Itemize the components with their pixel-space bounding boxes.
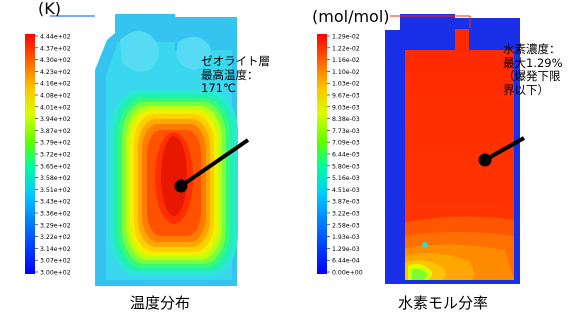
temperature-legend-ticks: 4.44e+02 4.37e+02 4.30e+02 4.23e+02 4.16e+02… <box>35 34 71 277</box>
temperature-legend-tick-label: 3.43e+02 <box>40 199 71 206</box>
temperature-legend-tick-label: 4.23e+02 <box>40 69 71 76</box>
hydrogen-annotation-line: 水素濃度： <box>503 42 561 56</box>
hydrogen-panel: 1.29e-02 1.22e-02 1.16e-02 1.10e-02 1.03e-02… <box>317 14 525 284</box>
hydrogen-caption: 水素モル分率 <box>398 294 489 312</box>
temperature-unit-label: (K) <box>38 0 61 18</box>
hydrogen-legend-tick-label: 9.67e-03 <box>332 93 360 100</box>
temperature-panel: 4.44e+02 4.37e+02 4.30e+02 4.23e+02 4.16e+02… <box>25 14 250 286</box>
hydrogen-legend-tick-label: 6.44e-03 <box>332 152 360 159</box>
hydrogen-legend-bar <box>317 34 327 274</box>
temperature-legend-tick-label: 3.72e+02 <box>40 152 71 159</box>
hydrogen-legend-tick-label: 3.22e-03 <box>332 211 360 218</box>
temperature-legend-tick-label: 3.87e+02 <box>40 128 71 135</box>
temperature-legend-tick-label: 4.30e+02 <box>40 57 71 64</box>
hydrogen-legend-tick-label: 4.51e-03 <box>332 187 360 194</box>
temperature-annotation-line: 最高温度： <box>201 67 259 82</box>
hydrogen-legend-tick-label: 1.29e-02 <box>332 34 360 41</box>
hydrogen-annotation-arrow <box>484 136 525 162</box>
hydrogen-legend-tick-label: 0.00e+00 <box>332 270 363 277</box>
hydrogen-legend-tick-label: 9.03e-03 <box>332 104 360 111</box>
temperature-caption: 温度分布 <box>130 294 191 312</box>
temperature-legend-tick-label: 3.07e+02 <box>40 258 71 265</box>
temperature-legend-tick-label: 3.36e+02 <box>40 211 71 218</box>
temperature-legend-bar <box>25 34 35 274</box>
temperature-legend-tick-label: 3.79e+02 <box>40 140 71 147</box>
hydrogen-legend-tick-label: 1.03e-02 <box>332 81 360 88</box>
hydrogen-contour-field <box>385 14 520 284</box>
temperature-legend-tick-label: 4.44e+02 <box>40 34 71 41</box>
hydrogen-annotation-line: 最大1.29% <box>503 55 563 70</box>
temperature-annotation-dot <box>174 179 188 193</box>
temperature-annotation-arrow <box>179 138 250 188</box>
hydrogen-legend-tick-label: 5.80e-03 <box>332 163 360 170</box>
hydrogen-legend-tick-label: 5.16e-03 <box>332 175 360 182</box>
hydrogen-legend-tick-label: 1.29e-03 <box>332 246 360 253</box>
hydrogen-legend-ticks: 1.29e-02 1.22e-02 1.16e-02 1.10e-02 1.03e-02… <box>327 34 363 277</box>
temperature-legend-tick-label: 3.00e+02 <box>40 270 71 277</box>
temperature-legend-tick-label: 3.14e+02 <box>40 246 71 253</box>
temperature-legend-tick-label: 3.65e+02 <box>40 163 71 170</box>
temperature-legend-tick-label: 4.08e+02 <box>40 93 71 100</box>
temperature-annotation: ゼオライト層 最高温度： 171℃ <box>201 54 270 96</box>
temperature-legend-tick-label: 4.16e+02 <box>40 81 71 88</box>
temperature-annotation-line: ゼオライト層 <box>201 54 270 68</box>
temperature-legend-tick-label: 4.01e+02 <box>40 104 71 111</box>
temperature-annotation-line: 171℃ <box>201 81 236 95</box>
temperature-legend-tick-label: 3.51e+02 <box>40 187 71 194</box>
hydrogen-legend-tick-label: 7.73e-03 <box>332 128 360 135</box>
hydrogen-annotation-line: 界以下） <box>503 82 549 97</box>
temperature-legend-tick-label: 3.22e+02 <box>40 234 71 241</box>
hydrogen-legend-tick-label: 1.93e-03 <box>332 234 360 241</box>
hydrogen-legend-tick-label: 1.22e-02 <box>332 45 360 52</box>
temperature-legend-tick-label: 3.29e+02 <box>40 222 71 229</box>
hydrogen-legend-tick-label: 1.16e-02 <box>332 57 360 64</box>
hydrogen-legend-tick-label: 2.58e-03 <box>332 222 360 229</box>
hydrogen-legend-tick-label: 8.38e-03 <box>332 116 360 123</box>
temperature-contour-field <box>95 14 238 286</box>
hydrogen-annotation: 水素濃度： 最大1.29% （爆発下限 界以下） <box>503 42 563 97</box>
hydrogen-legend-tick-label: 6.44e-04 <box>332 258 360 265</box>
hydrogen-legend-tick-label: 7.09e-03 <box>332 140 360 147</box>
hydrogen-annotation-dot <box>478 153 492 167</box>
temperature-legend-tick-label: 3.94e+02 <box>40 116 71 123</box>
temperature-legend-tick-label: 3.58e+02 <box>40 175 71 182</box>
hydrogen-legend-tick-label: 1.10e-02 <box>332 69 360 76</box>
temperature-legend-tick-label: 4.37e+02 <box>40 45 71 52</box>
hydrogen-legend-tick-label: 3.87e-03 <box>332 199 360 206</box>
hydrogen-annotation-line: （爆発下限 <box>503 69 561 83</box>
hydrogen-unit-label: (mol/mol) <box>312 7 390 26</box>
